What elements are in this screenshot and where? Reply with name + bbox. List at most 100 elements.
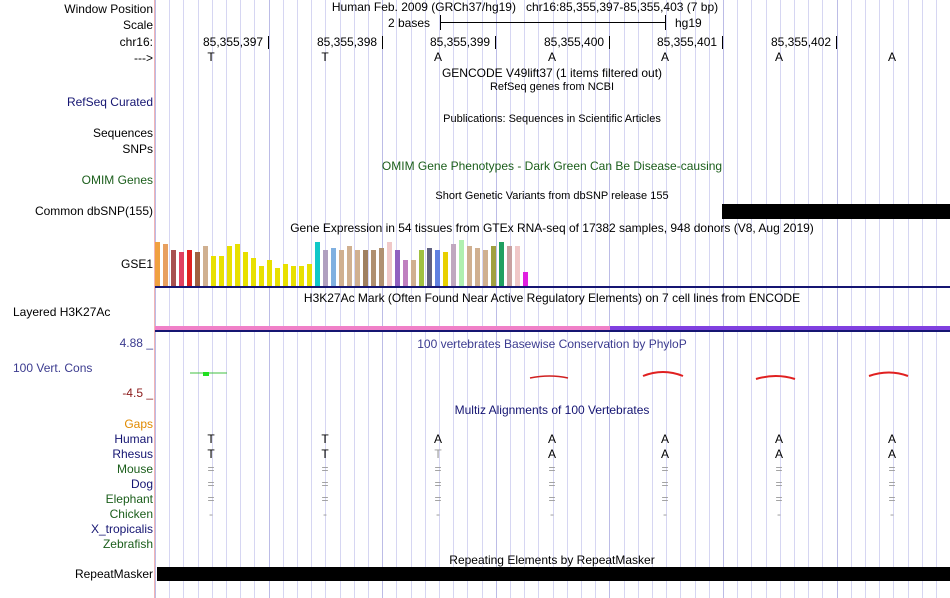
cons-track-title[interactable]: 100 vertebrates Basewise Conservation by… xyxy=(417,337,687,351)
gtex-bar[interactable] xyxy=(243,252,248,286)
gtex-bar[interactable] xyxy=(155,242,160,286)
browser-image[interactable]: Human Feb. 2009 (GRCh37/hg19) chr16:85,3… xyxy=(155,0,950,598)
gtex-bar[interactable] xyxy=(403,260,408,286)
h3k27-track-label[interactable]: Layered H3K27Ac xyxy=(13,305,111,319)
gtex-bar[interactable] xyxy=(355,250,360,286)
species-label[interactable]: Chicken xyxy=(109,507,153,521)
species-label[interactable]: Dog xyxy=(130,477,153,491)
alignment-base: = xyxy=(888,462,896,476)
gtex-bar[interactable] xyxy=(275,268,280,286)
gtex-bar[interactable] xyxy=(283,264,288,286)
species-label[interactable]: Zebrafish xyxy=(102,537,153,551)
gtex-bar[interactable] xyxy=(387,242,392,286)
grid-line xyxy=(183,0,184,598)
grid-line xyxy=(482,0,483,598)
gtex-bar[interactable] xyxy=(163,244,168,286)
gtex-bar[interactable] xyxy=(443,252,448,286)
gtex-bar[interactable] xyxy=(515,246,520,286)
alignment-base: = xyxy=(434,477,442,491)
alignment-base: = xyxy=(775,492,783,506)
refseq-track-title[interactable]: RefSeq genes from NCBI xyxy=(489,81,615,93)
gtex-track-label[interactable]: GSE1 xyxy=(120,257,153,271)
gtex-bar[interactable] xyxy=(339,250,344,286)
gtex-bar[interactable] xyxy=(491,246,496,286)
gtex-bar[interactable] xyxy=(251,258,256,286)
species-label[interactable]: Mouse xyxy=(116,462,153,476)
species-label[interactable]: Elephant xyxy=(105,492,153,506)
gtex-bar[interactable] xyxy=(507,246,512,286)
position-text: chr16:85,355,397-85,355,403 (7 bp) xyxy=(525,0,719,14)
gtex-bar[interactable] xyxy=(411,260,416,286)
grid-line xyxy=(837,0,838,598)
species-label[interactable]: X_tropicalis xyxy=(90,522,153,536)
gtex-bar[interactable] xyxy=(363,250,368,286)
gtex-bar[interactable] xyxy=(267,260,272,286)
gtex-bar[interactable] xyxy=(187,250,192,286)
grid-line xyxy=(808,0,809,598)
dbsnp-feature[interactable] xyxy=(722,204,950,219)
omim-track-label[interactable]: OMIM Genes xyxy=(81,173,153,187)
gtex-bar[interactable] xyxy=(227,246,232,286)
gtex-bar[interactable] xyxy=(203,246,208,286)
gtex-bar[interactable] xyxy=(483,250,488,286)
gtex-bar[interactable] xyxy=(195,252,200,286)
gtex-bar[interactable] xyxy=(395,250,400,286)
gtex-bar[interactable] xyxy=(475,248,480,286)
omim-track-title[interactable]: OMIM Gene Phenotypes - Dark Green Can Be… xyxy=(381,159,723,173)
gtex-bar[interactable] xyxy=(419,250,424,286)
species-label[interactable]: Human xyxy=(114,432,153,446)
grid-line xyxy=(893,0,894,598)
alignment-base: A xyxy=(660,447,670,461)
gtex-bar[interactable] xyxy=(467,246,472,286)
gtex-bar[interactable] xyxy=(315,242,320,286)
h3k27-signal-purple[interactable] xyxy=(610,326,950,330)
pubs-track-title[interactable]: Publications: Sequences in Scientific Ar… xyxy=(443,113,661,125)
gtex-track-title[interactable]: Gene Expression in 54 tissues from GTEx … xyxy=(290,221,814,235)
grid-line xyxy=(155,0,156,598)
sequences-track-label[interactable]: Sequences xyxy=(92,126,153,140)
gtex-bar[interactable] xyxy=(235,244,240,286)
gtex-bar[interactable] xyxy=(451,244,456,286)
gtex-bar[interactable] xyxy=(179,252,184,286)
h3k27-signal-pink[interactable] xyxy=(155,326,610,330)
gtex-bar[interactable] xyxy=(211,256,216,286)
dbsnp-track-title[interactable]: Short Genetic Variants from dbSNP releas… xyxy=(435,190,669,202)
gtex-bar-chart[interactable] xyxy=(155,236,535,286)
alignment-base: = xyxy=(321,477,329,491)
gtex-bar[interactable] xyxy=(347,246,352,286)
species-label[interactable]: Rhesus xyxy=(112,447,153,461)
grid-line xyxy=(624,0,625,598)
gtex-bar[interactable] xyxy=(523,272,528,286)
gtex-bar[interactable] xyxy=(379,248,384,286)
gtex-bar[interactable] xyxy=(427,248,432,286)
gencode-track-title[interactable]: GENCODE V49lift37 (1 items filtered out) xyxy=(441,66,663,80)
gaps-track-label[interactable]: Gaps xyxy=(124,417,153,431)
snps-track-label[interactable]: SNPs xyxy=(122,142,153,156)
multiz-track-title[interactable]: Multiz Alignments of 100 Vertebrates xyxy=(454,403,650,417)
rmsk-track-label[interactable]: RepeatMasker xyxy=(74,567,153,581)
rmsk-track-title[interactable]: Repeating Elements by RepeatMasker xyxy=(449,553,655,567)
gtex-bar[interactable] xyxy=(171,250,176,286)
gtex-bar[interactable] xyxy=(371,250,376,286)
conservation-plot[interactable] xyxy=(155,360,950,385)
grid-line xyxy=(794,0,795,598)
alignment-base: T xyxy=(434,447,442,461)
refseq-track-label[interactable]: RefSeq Curated xyxy=(66,95,153,109)
rmsk-feature[interactable] xyxy=(157,567,950,581)
gtex-bar[interactable] xyxy=(291,266,296,286)
grid-line xyxy=(553,0,554,598)
cons-track-label[interactable]: 100 Vert. Cons xyxy=(13,361,93,375)
gtex-bar[interactable] xyxy=(331,248,336,286)
gtex-bar[interactable] xyxy=(459,240,464,286)
gtex-bar[interactable] xyxy=(307,264,312,286)
grid-line xyxy=(169,0,170,598)
gtex-bar[interactable] xyxy=(219,256,224,286)
gtex-bar[interactable] xyxy=(323,250,328,286)
gtex-bar[interactable] xyxy=(259,266,264,286)
h3k27-track-title[interactable]: H3K27Ac Mark (Often Found Near Active Re… xyxy=(303,291,801,305)
coord-tick-label: 85,355,397 xyxy=(203,35,264,49)
gtex-bar[interactable] xyxy=(299,266,304,286)
gtex-bar[interactable] xyxy=(435,250,440,286)
gtex-bar[interactable] xyxy=(499,242,504,286)
dbsnp-track-label[interactable]: Common dbSNP(155) xyxy=(34,204,153,218)
